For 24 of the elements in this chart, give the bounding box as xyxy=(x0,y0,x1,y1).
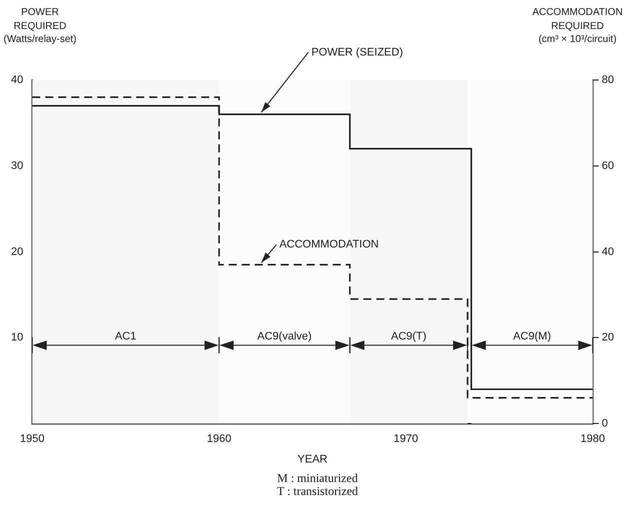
text: POWER (SEIZED) xyxy=(311,46,403,58)
band-label: AC9(T) xyxy=(391,330,426,342)
x-tick-label: 1950 xyxy=(20,433,44,446)
y-axis-title: POWER REQUIRED (Watts/relay-set) xyxy=(2,6,78,46)
y-tick-label: 10 xyxy=(10,332,24,344)
x-tick-label: 1970 xyxy=(394,433,418,446)
y-tick-label: 30 xyxy=(10,160,24,172)
band-label: AC9(M) xyxy=(513,330,551,342)
y2-tick-label: 40 xyxy=(602,246,614,258)
text: T : transistorized xyxy=(276,484,358,498)
y2-tick-label: 20 xyxy=(602,332,614,344)
x-tick-label: 1980 xyxy=(580,433,606,446)
y-tick-label: 40 xyxy=(10,74,24,86)
y2-tick-label: 80 xyxy=(602,74,614,86)
y2-tick-label: 0 xyxy=(602,418,608,430)
y-tick-label: 20 xyxy=(10,246,24,258)
series-label: ACCOMMODATION xyxy=(279,238,379,251)
x-tick-label: 1960 xyxy=(206,433,232,446)
y2-tick-label: 60 xyxy=(602,160,614,172)
band-label: AC9(valve) xyxy=(257,330,312,342)
x-axis-title: YEAR xyxy=(298,453,328,466)
band-label: AC1 xyxy=(114,330,136,342)
y2-axis-title: ACCOMMODATION REQUIRED (cm³ × 10³/circuit) xyxy=(531,6,624,46)
text: M : miniaturized xyxy=(277,471,358,485)
